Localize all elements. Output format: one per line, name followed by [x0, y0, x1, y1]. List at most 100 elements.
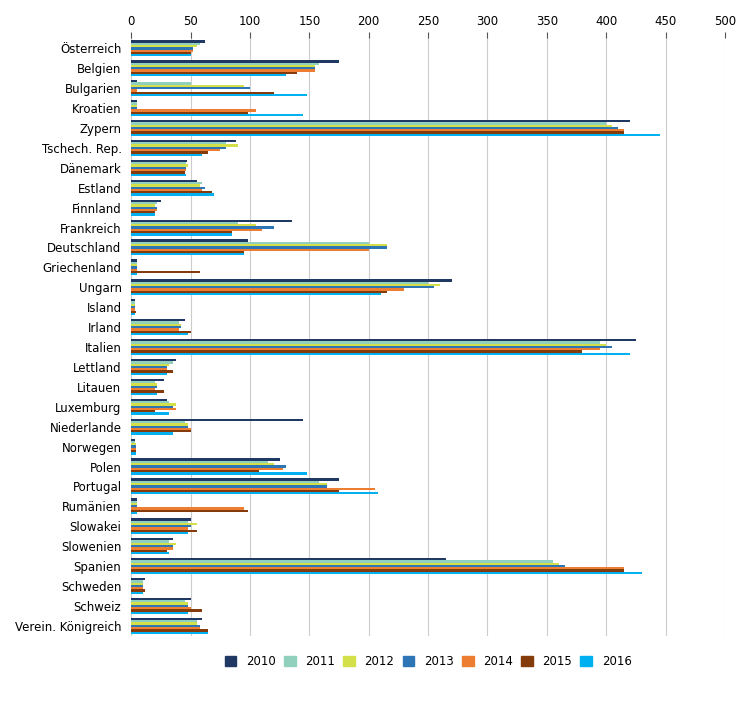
Bar	[131, 541, 169, 543]
Bar	[131, 105, 137, 107]
Bar	[131, 72, 297, 74]
Bar	[131, 598, 191, 600]
Bar	[131, 304, 134, 306]
Bar	[131, 498, 137, 500]
Bar	[131, 43, 200, 45]
Bar	[131, 591, 143, 594]
Bar	[131, 483, 327, 485]
Bar	[131, 485, 327, 488]
Bar	[131, 381, 155, 384]
Bar	[131, 585, 143, 587]
Bar	[131, 624, 200, 627]
Bar	[131, 259, 137, 261]
Bar	[131, 321, 179, 324]
Bar	[131, 445, 136, 448]
Bar	[131, 125, 612, 127]
Bar	[131, 392, 158, 395]
Bar	[131, 268, 137, 271]
Bar	[131, 231, 232, 233]
Bar	[131, 569, 624, 572]
Bar	[131, 49, 193, 52]
Bar	[131, 127, 618, 129]
Bar	[131, 220, 291, 222]
Bar	[131, 171, 185, 173]
Bar	[131, 552, 169, 554]
Bar	[131, 370, 173, 372]
Bar	[131, 286, 434, 289]
Bar	[131, 627, 200, 629]
Bar	[131, 107, 137, 110]
Bar	[131, 169, 185, 171]
Bar	[131, 425, 189, 428]
Bar	[131, 293, 381, 295]
Bar	[131, 342, 600, 344]
Bar	[131, 408, 176, 410]
Bar	[131, 488, 375, 490]
Bar	[131, 279, 452, 281]
Bar	[131, 165, 189, 167]
Bar	[131, 69, 315, 72]
Bar	[131, 202, 158, 204]
Bar	[131, 403, 176, 406]
Bar	[131, 134, 659, 136]
Bar	[131, 490, 339, 492]
Bar	[131, 432, 173, 435]
Bar	[131, 492, 379, 495]
Bar	[131, 361, 173, 364]
Bar	[131, 251, 244, 253]
Bar	[131, 160, 187, 162]
Bar	[131, 273, 137, 276]
Bar	[131, 443, 136, 445]
Bar	[131, 228, 262, 231]
Bar	[131, 167, 185, 169]
Bar	[131, 410, 155, 412]
Bar	[131, 74, 285, 77]
Bar	[131, 379, 164, 381]
Bar	[131, 328, 179, 331]
Bar	[131, 580, 143, 583]
Bar	[131, 331, 191, 333]
Bar	[131, 470, 259, 473]
Bar	[131, 530, 197, 532]
Bar	[131, 246, 387, 248]
Bar	[131, 508, 244, 510]
Bar	[131, 567, 624, 569]
Bar	[131, 366, 167, 368]
Bar	[131, 92, 273, 94]
Bar	[131, 421, 185, 423]
Bar	[131, 90, 137, 92]
Bar	[131, 87, 250, 90]
Bar	[131, 281, 428, 284]
Bar	[131, 629, 209, 632]
Bar	[131, 62, 319, 65]
Bar	[131, 306, 134, 309]
Bar	[131, 611, 189, 614]
Bar	[131, 589, 146, 591]
Bar	[131, 353, 630, 355]
Bar	[131, 468, 283, 470]
Bar	[131, 523, 197, 525]
Bar	[131, 386, 158, 388]
Bar	[131, 558, 446, 561]
Bar	[131, 291, 387, 293]
Bar	[131, 339, 636, 342]
Bar	[131, 359, 176, 361]
Bar	[131, 242, 369, 244]
Bar	[131, 189, 203, 191]
Bar	[131, 401, 169, 403]
Bar	[131, 480, 319, 483]
Bar	[131, 52, 191, 54]
Bar	[131, 512, 137, 514]
Bar	[131, 450, 136, 453]
Bar	[131, 84, 244, 87]
Bar	[131, 180, 197, 182]
Bar	[131, 114, 303, 116]
Bar	[131, 211, 155, 213]
Bar	[131, 550, 167, 552]
Bar	[131, 100, 137, 102]
Legend: 2010, 2011, 2012, 2013, 2014, 2015, 2016: 2010, 2011, 2012, 2013, 2014, 2015, 2016	[220, 651, 636, 673]
Bar	[131, 110, 256, 112]
Bar	[131, 505, 137, 508]
Bar	[131, 309, 134, 311]
Bar	[131, 607, 191, 609]
